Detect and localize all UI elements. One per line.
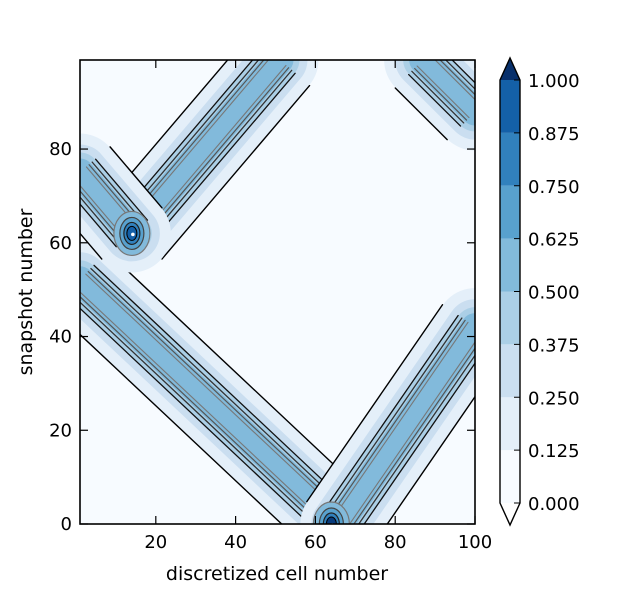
x-axis: 20 40 60 80 100 xyxy=(144,60,492,553)
x-tick-label-40: 40 xyxy=(224,532,247,553)
colorbar-segment-5 xyxy=(500,185,520,239)
colorbar-label-4: 0.500 xyxy=(528,283,580,304)
contour-field xyxy=(80,60,475,524)
colorbar-label-1: 0.125 xyxy=(528,441,580,462)
colorbar-label-5: 0.625 xyxy=(528,230,580,251)
colorbar-segment-3 xyxy=(500,291,520,345)
colorbar-segment-2 xyxy=(500,344,520,398)
y-tick-label-60: 60 xyxy=(49,233,72,254)
colorbar-label-7: 0.875 xyxy=(528,124,580,145)
colorbar-segment-7 xyxy=(500,80,520,133)
x-tick-label-80: 80 xyxy=(384,532,407,553)
band-d xyxy=(300,288,475,524)
band-e xyxy=(384,60,475,151)
colorbar-over-arrow xyxy=(500,58,520,80)
colorbar-label-6: 0.750 xyxy=(528,177,580,198)
plot-frame xyxy=(79,59,476,525)
hotspot-2 xyxy=(312,501,350,524)
hotspot-1 xyxy=(113,210,151,257)
colorbar-segment-0 xyxy=(500,450,520,503)
colorbar-segment-1 xyxy=(500,397,520,451)
y-tick-label-40: 40 xyxy=(49,327,72,348)
colorbar-label-8: 1.000 xyxy=(528,71,580,92)
y-axis: 0 20 40 60 80 xyxy=(49,139,475,535)
y-tick-label-80: 80 xyxy=(49,139,72,160)
x-tick-label-60: 60 xyxy=(304,532,327,553)
colorbar-segment-4 xyxy=(500,238,520,292)
colorbar-label-0: 0.000 xyxy=(528,494,580,515)
x-tick-label-20: 20 xyxy=(144,532,167,553)
y-tick-label-0: 0 xyxy=(61,514,72,535)
y-axis-title: snapshot number xyxy=(15,208,37,375)
colorbar-label-3: 0.375 xyxy=(528,335,580,356)
band-a xyxy=(80,241,379,524)
colorbar-label-2: 0.250 xyxy=(528,388,580,409)
x-axis-title: discretized cell number xyxy=(166,563,388,585)
colorbar: 0.000 0.125 0.250 0.375 0.500 0.625 0.750 0.875… xyxy=(499,56,580,527)
y-tick-label-20: 20 xyxy=(49,420,72,441)
colorbar-under-arrow xyxy=(500,503,520,525)
x-tick-label-100: 100 xyxy=(458,532,492,553)
colorbar-segment-6 xyxy=(500,132,520,186)
